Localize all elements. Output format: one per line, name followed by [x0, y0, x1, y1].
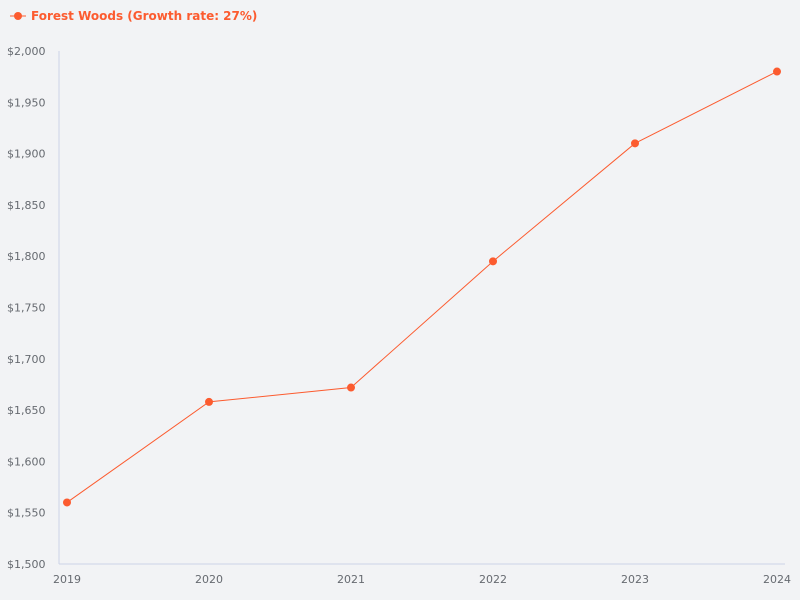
y-tick-label: $1,850 [7, 199, 46, 212]
y-axis: $1,500 $1,550 $1,600 $1,650 $1,700 $1,750 $1,8… [7, 45, 60, 571]
series-line [66, 71, 778, 503]
y-tick-label: $1,800 [7, 250, 46, 263]
x-tick-label: 2019 [53, 573, 81, 586]
data-point[interactable] [631, 139, 639, 148]
series-forest-woods [63, 67, 781, 507]
legend[interactable]: Forest Woods (Growth rate: 27%) [10, 9, 257, 23]
y-tick-label: $1,650 [7, 404, 46, 417]
legend-marker-icon [10, 12, 26, 20]
x-tick-label: 2023 [621, 573, 649, 586]
data-point[interactable] [773, 67, 781, 76]
data-point[interactable] [489, 257, 497, 266]
data-point[interactable] [63, 498, 71, 507]
y-tick-label: $1,600 [7, 455, 46, 468]
legend-label: Forest Woods (Growth rate: 27%) [31, 9, 258, 23]
x-tick-label: 2024 [763, 573, 791, 586]
y-tick-label: $1,900 [7, 148, 46, 161]
y-tick-label: $1,550 [7, 507, 46, 520]
x-axis: 2019 2020 2021 2022 2023 2024 [53, 563, 791, 586]
data-point[interactable] [347, 383, 355, 392]
x-tick-label: 2022 [479, 573, 507, 586]
y-tick-label: $1,750 [7, 302, 46, 315]
x-tick-label: 2020 [195, 573, 223, 586]
data-point[interactable] [205, 397, 213, 406]
y-tick-label: $1,950 [7, 96, 46, 109]
y-tick-label: $1,500 [7, 558, 46, 571]
x-tick-label: 2021 [337, 573, 365, 586]
y-tick-label: $2,000 [7, 45, 46, 58]
y-tick-label: $1,700 [7, 353, 46, 366]
